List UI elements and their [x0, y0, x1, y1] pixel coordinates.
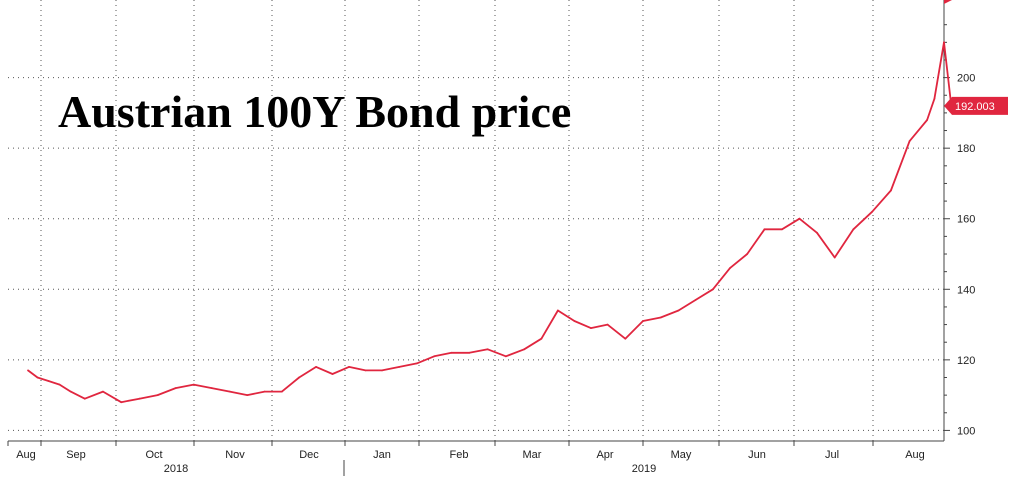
data-point: [433, 355, 436, 358]
y-tick-label: 120: [957, 355, 975, 367]
data-point: [677, 309, 680, 312]
x-year-label: 2019: [632, 463, 656, 475]
axis-top-marker: [944, 0, 952, 4]
chart-title: Austrian 100Y Bond price: [58, 86, 571, 137]
data-point: [36, 376, 39, 379]
y-tick-label: 100: [957, 425, 975, 437]
data-point: [69, 390, 72, 393]
data-point: [540, 337, 543, 340]
data-point: [364, 369, 367, 372]
data-point: [468, 351, 471, 354]
data-point: [871, 210, 874, 213]
data-point: [331, 373, 334, 375]
data-point: [138, 397, 141, 400]
data-point: [298, 376, 300, 379]
x-tick-label: Nov: [225, 449, 245, 461]
data-point: [156, 394, 159, 396]
y-axis-labels: 100 120 140 160 180 200: [957, 73, 975, 438]
data-point: [624, 337, 627, 340]
data-point: [763, 228, 766, 231]
data-point: [659, 316, 662, 319]
data-point: [694, 299, 697, 301]
x-tick-label: Aug: [905, 449, 925, 461]
data-point: [174, 387, 177, 389]
data-point: [729, 267, 731, 269]
data-point: [781, 228, 783, 231]
x-tick-label: Aug: [16, 449, 36, 461]
axes: [7, 0, 952, 476]
data-point: [798, 217, 801, 220]
data-point: [933, 97, 936, 100]
data-point: [486, 348, 489, 351]
x-tick-label: Sep: [66, 449, 86, 461]
data-point: [246, 394, 249, 396]
series-layer: [27, 41, 953, 404]
x-axis-labels: Aug Sep Oct Nov Dec Jan Feb Mar Apr May Jun Jul Aug 2…: [16, 449, 925, 475]
data-point: [58, 383, 61, 386]
y-tick-label: 180: [957, 143, 975, 155]
data-point: [523, 348, 526, 351]
data-point: [450, 351, 453, 354]
x-tick-label: Feb: [450, 449, 469, 461]
data-point: [890, 189, 892, 192]
data-point: [833, 256, 836, 259]
y-tick-label: 140: [957, 284, 975, 296]
y-tick-label: 200: [957, 73, 975, 85]
last-value-text: 192.003: [955, 101, 995, 113]
data-point: [926, 119, 928, 121]
data-point: [263, 390, 266, 393]
data-point: [908, 140, 911, 143]
data-point: [590, 327, 592, 329]
data-point: [102, 390, 104, 393]
data-point: [315, 366, 317, 368]
x-tick-label: Apr: [596, 449, 613, 461]
data-point: [228, 390, 231, 393]
data-point: [606, 323, 609, 326]
data-point: [573, 320, 576, 322]
data-point: [398, 366, 401, 368]
data-point: [210, 387, 213, 389]
x-tick-label: Oct: [145, 449, 162, 461]
data-point: [557, 309, 559, 312]
data-point: [47, 380, 50, 382]
data-point: [120, 401, 123, 404]
data-point: [505, 355, 507, 358]
data-point: [192, 383, 195, 386]
x-tick-label: Jan: [373, 449, 391, 461]
y-tick-label: 160: [957, 214, 975, 226]
data-point: [642, 320, 644, 322]
data-point: [712, 288, 714, 291]
grid-lines: [8, 0, 944, 441]
x-tick-label: Dec: [299, 449, 319, 461]
data-point: [852, 228, 855, 231]
data-point: [27, 369, 29, 372]
x-tick-label: Mar: [523, 449, 542, 461]
x-tick-label: May: [671, 449, 692, 461]
data-point: [348, 366, 350, 368]
data-point: [381, 369, 383, 372]
data-point: [943, 41, 945, 44]
x-tick-label: Jun: [748, 449, 766, 461]
data-point: [415, 362, 418, 365]
data-point: [816, 231, 818, 234]
data-point: [281, 390, 283, 393]
last-value-label: 192.003: [944, 96, 1008, 115]
data-point: [746, 253, 749, 255]
x-tick-label: Jul: [825, 449, 839, 461]
x-year-label: 2018: [164, 463, 188, 475]
data-point: [83, 397, 86, 400]
last-value-badge: [944, 96, 1008, 115]
